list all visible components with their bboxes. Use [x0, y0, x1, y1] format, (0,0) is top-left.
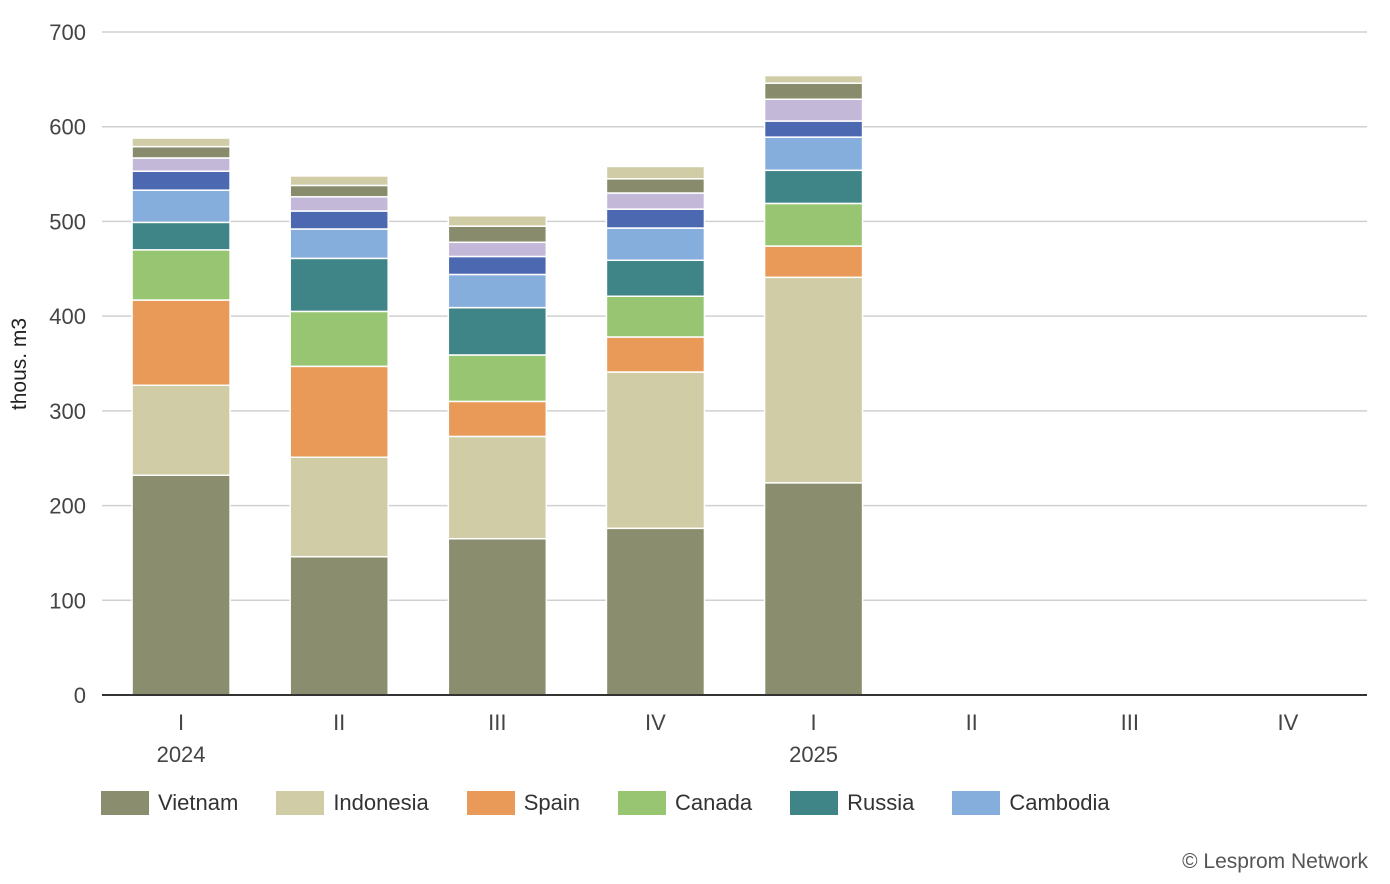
y-tick-label: 100	[49, 588, 86, 613]
x-group-label: 2024	[157, 742, 206, 767]
bar-segment	[605, 165, 706, 180]
bar-segment	[289, 257, 389, 313]
legend-label: Canada	[675, 790, 753, 815]
y-tick-label: 0	[74, 683, 86, 708]
bar-segment	[447, 255, 548, 276]
legend-label: Russia	[847, 790, 915, 815]
bar-segment	[763, 120, 864, 138]
bar-segment	[447, 537, 548, 696]
y-tick-label: 500	[49, 209, 86, 234]
bar-segment	[289, 210, 389, 230]
bar-segment	[605, 208, 706, 229]
legend-swatch	[618, 791, 667, 815]
legend-label: Spain	[523, 790, 581, 815]
y-axis-ticks: 0 100 200 300 400 500 600 700	[49, 20, 86, 708]
legend-swatch	[952, 791, 1001, 815]
legend-swatch	[790, 791, 839, 815]
bar-segment	[763, 74, 864, 84]
y-tick-label: 300	[49, 399, 86, 424]
legend-item: Spain	[466, 790, 581, 816]
bar-segment	[763, 82, 864, 100]
bar-segment	[605, 192, 706, 210]
bar-segment	[605, 227, 706, 262]
y-tick-label: 700	[49, 20, 86, 45]
y-axis-label: thous. m3	[8, 318, 31, 410]
legend: Vietnam Indonesia Spain Canada Russia Cambodi…	[101, 790, 1148, 816]
bar-segment	[131, 189, 231, 224]
legend-item: Canada	[618, 790, 752, 816]
bar-segment	[131, 474, 231, 696]
y-tick-label: 200	[49, 494, 86, 519]
x-tick-label: II	[966, 710, 978, 735]
legend-swatch	[466, 791, 515, 815]
bar-segment	[289, 365, 389, 459]
bar-segment	[763, 482, 864, 696]
bar-segment	[447, 225, 548, 244]
x-tick-label: IV	[645, 710, 666, 735]
bar-segment	[605, 178, 706, 194]
x-tick-label: I	[811, 710, 817, 735]
bar-segment	[131, 145, 231, 159]
legend-swatch	[276, 791, 325, 815]
bar-segment	[605, 336, 706, 373]
bar-segment	[605, 259, 706, 298]
bar-segment	[763, 98, 864, 122]
legend-item: Russia	[790, 790, 914, 816]
bar-segment	[447, 435, 548, 540]
bar-segment	[289, 310, 389, 368]
bar-segment	[763, 276, 864, 484]
bar-stacks	[131, 74, 864, 696]
bar-segment	[447, 273, 548, 309]
bar-segment	[289, 175, 389, 187]
legend-label: Vietnam	[158, 790, 239, 815]
bar-segment	[605, 295, 706, 338]
legend-item: Vietnam	[101, 790, 238, 816]
bar-segment	[289, 456, 389, 558]
bar-segment	[131, 157, 231, 172]
x-tick-label: III	[488, 710, 506, 735]
legend-item: Cambodia	[952, 790, 1110, 816]
credit-text: © Lesprom Network	[1182, 850, 1368, 873]
bar-segment	[131, 137, 231, 148]
bar-segment	[131, 221, 231, 251]
bar-segment	[447, 214, 548, 227]
bar-segment	[447, 400, 548, 438]
y-tick-label: 600	[49, 115, 86, 140]
bar-segment	[447, 241, 548, 258]
bar-segment	[763, 245, 864, 279]
bar-segment	[289, 555, 389, 696]
bar-segment	[605, 527, 706, 696]
bar-segment	[763, 202, 864, 247]
legend-label: Indonesia	[333, 790, 429, 815]
x-tick-label: I	[178, 710, 184, 735]
bar-segment	[131, 249, 231, 301]
x-tick-label: IV	[1278, 710, 1299, 735]
x-tick-label: II	[333, 710, 345, 735]
x-tick-label: III	[1121, 710, 1139, 735]
bar-segment	[605, 371, 706, 530]
bar-segment	[289, 228, 389, 260]
bar-segment	[447, 354, 548, 403]
legend-label: Cambodia	[1009, 790, 1110, 815]
legend-swatch	[101, 791, 149, 815]
bar-segment	[763, 169, 864, 205]
bar-segment	[447, 306, 548, 356]
y-tick-label: 400	[49, 304, 86, 329]
bar-segment	[763, 136, 864, 172]
x-group-label: 2025	[789, 742, 838, 767]
bar-segment	[289, 184, 389, 198]
bar-segment	[131, 170, 231, 191]
bar-segment	[131, 384, 231, 477]
bar-segment	[289, 196, 389, 212]
bar-segment	[131, 299, 231, 387]
legend-item: Indonesia	[276, 790, 429, 816]
